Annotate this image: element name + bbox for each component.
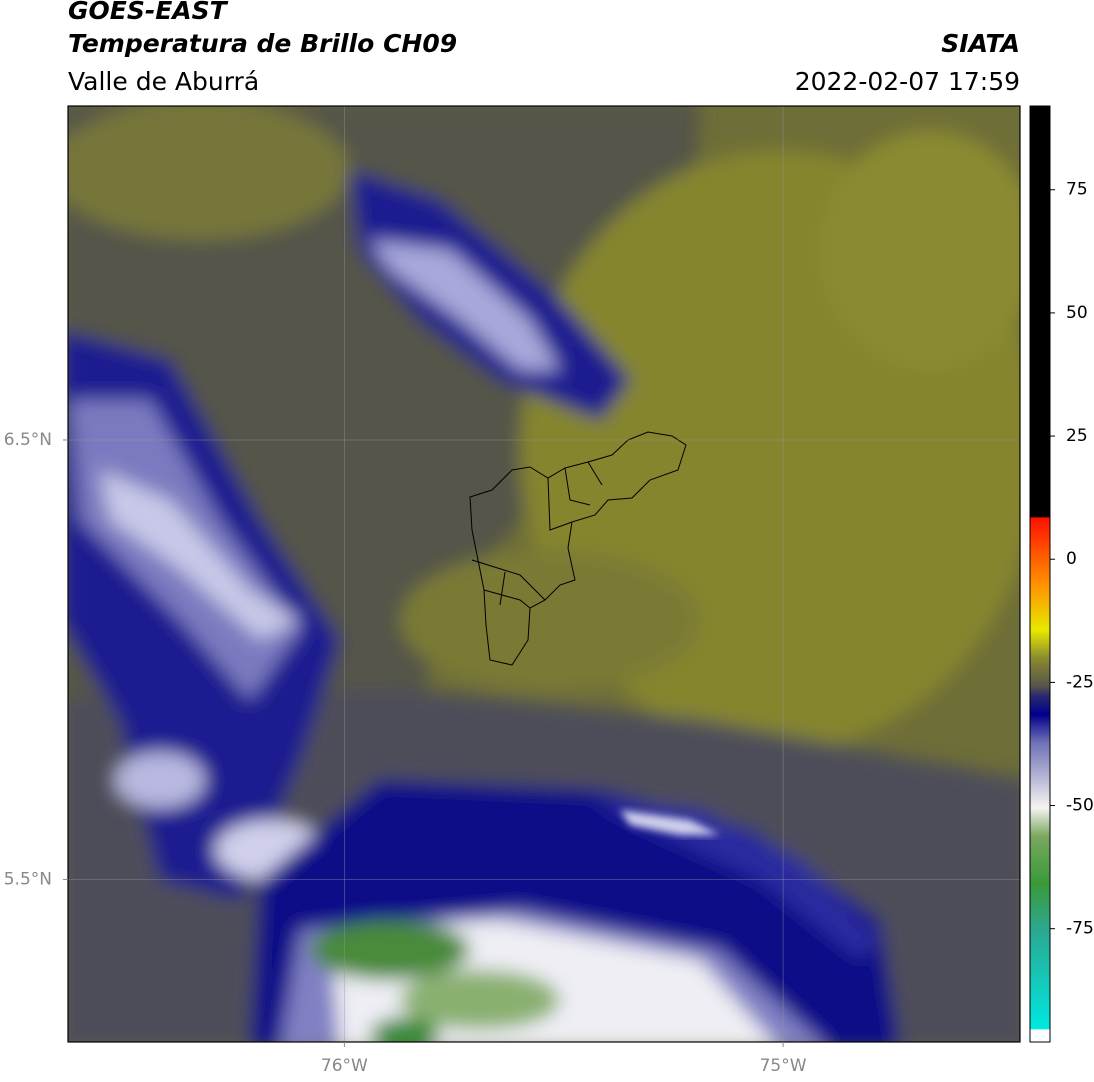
valley-outline (469, 431, 687, 666)
map-frame (67, 105, 1021, 1043)
colorbar-tick-label: 0 (1066, 549, 1077, 569)
x-tick-label: 76°W (321, 1056, 368, 1076)
colorbar-tick-label: -25 (1066, 672, 1094, 692)
colorbar (1029, 105, 1051, 1043)
source: SIATA (941, 29, 1020, 58)
colorbar-tick-label: -50 (1066, 796, 1094, 816)
title: GOES-EAST (68, 0, 229, 25)
colorbar-tick-label: 50 (1066, 303, 1088, 323)
y-tick-label: 6.5°N (4, 430, 52, 450)
subtitle: Temperatura de Brillo CH09 (68, 29, 457, 58)
colorbar-tick-label: 25 (1066, 426, 1088, 446)
datetime: 2022-02-07 17:59 (795, 67, 1020, 96)
region: Valle de Aburrá (68, 67, 259, 96)
colorbar-tick-label: 75 (1066, 180, 1088, 200)
grid (68, 106, 1020, 1042)
x-tick-label: 75°W (760, 1056, 807, 1076)
colorbar-tick-label: -75 (1066, 919, 1094, 939)
satellite-image (68, 106, 1020, 1042)
y-tick-label: 5.5°N (4, 869, 52, 889)
